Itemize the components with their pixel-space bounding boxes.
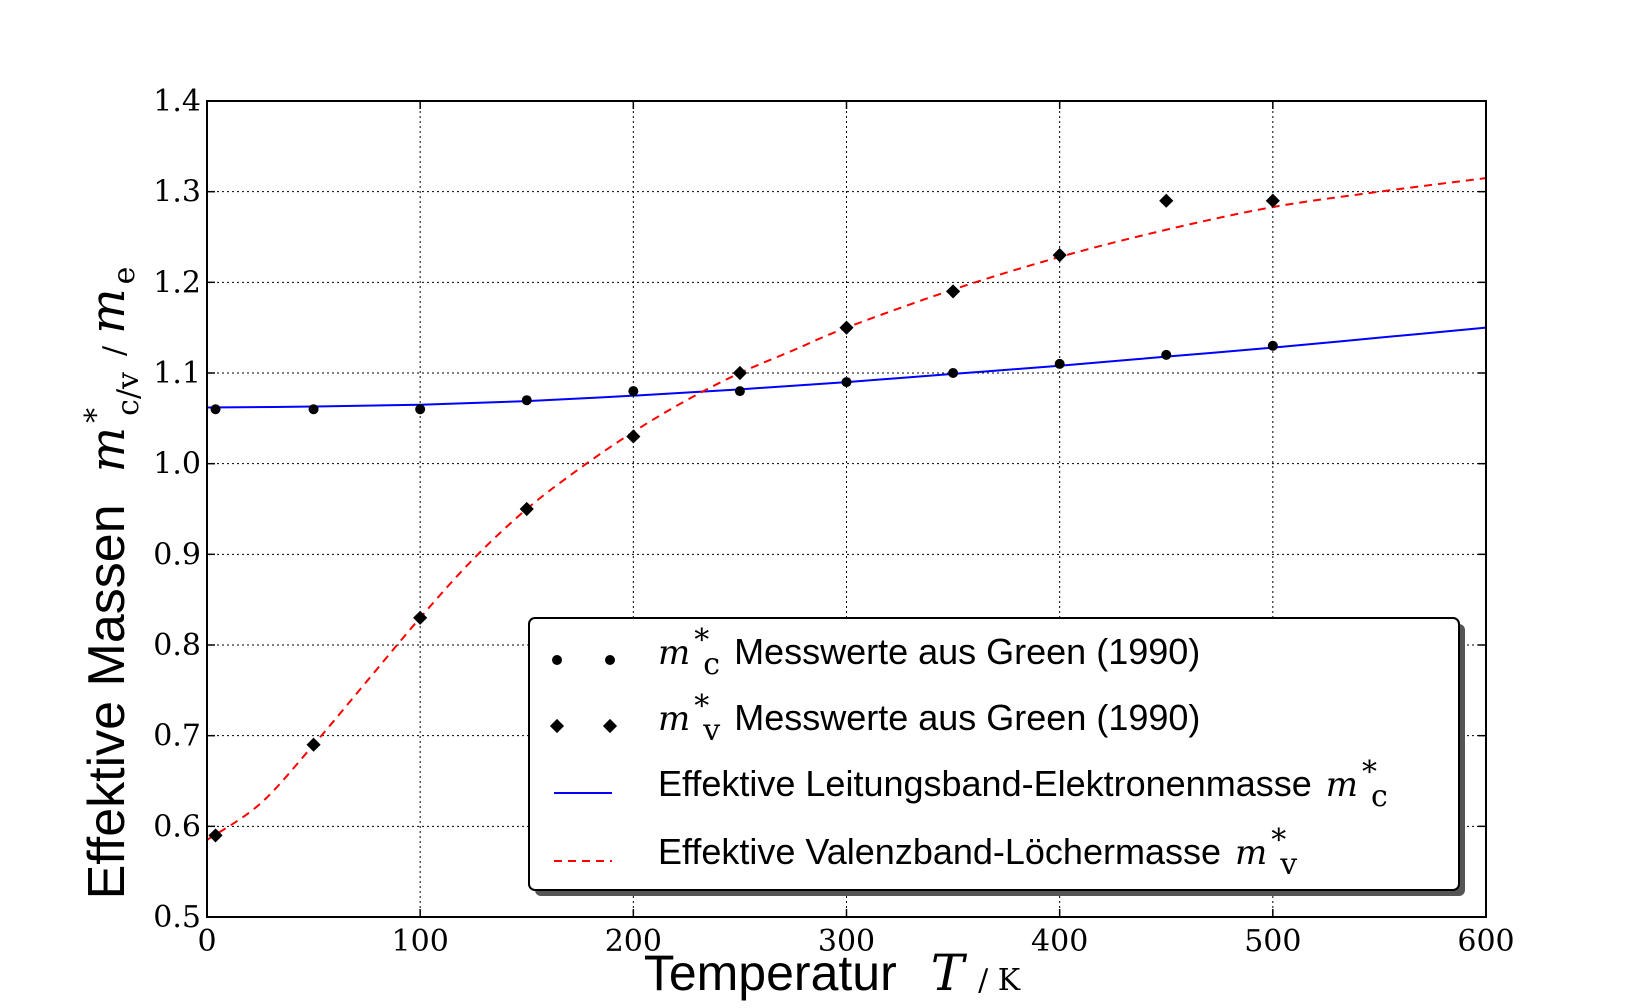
data-point-mv	[208, 828, 223, 843]
x-tick-label: 200	[605, 924, 662, 959]
data-point-mv	[732, 365, 747, 381]
legend-label-mv-line: Effektive Valenzband-Löchermasse m * v	[658, 823, 1297, 882]
x-axis-title: Temperatur T / K	[644, 944, 1021, 1002]
x-tick-label: 0	[197, 924, 216, 959]
legend-marker-diamond	[602, 718, 618, 734]
data-point-mc	[415, 404, 426, 415]
legend-label-mv-points: m * v Messwerte aus Green (1990)	[658, 689, 1200, 748]
y-tick-label: 1.1	[153, 356, 201, 391]
legend-entry-mv-line: Effektive Valenzband-Löchermasse m * v	[554, 823, 1297, 882]
legend-marker-diamond	[549, 718, 565, 734]
legend-label-mc-line: Effektive Leitungsband-Elektronenmasse m…	[658, 755, 1388, 814]
series-line-valence-hole-mass	[206, 177, 1487, 841]
legend-entry-mc-line: Effektive Leitungsband-Elektronenmasse m…	[554, 755, 1388, 814]
x-tick-label: 400	[1031, 924, 1088, 959]
legend-marker-circle	[605, 655, 615, 665]
legend-marker-circle	[552, 655, 562, 665]
plot-series	[206, 177, 1487, 843]
y-tick-label: 1.3	[153, 175, 201, 210]
data-point-mv	[1052, 248, 1067, 263]
x-tick-label: 500	[1244, 924, 1301, 959]
legend: m * c Messwerte aus Green (1990) m * v M…	[528, 617, 1465, 896]
data-point-mc	[210, 404, 221, 415]
y-tick-label: 0.8	[153, 628, 201, 663]
x-tick-label: 100	[392, 924, 449, 959]
data-point-mv	[1159, 193, 1174, 208]
legend-entry-mv-points: m * v Messwerte aus Green (1990)	[549, 689, 1200, 748]
data-point-mc	[1054, 358, 1065, 369]
y-tick-label: 0.9	[153, 537, 201, 572]
y-tick-label: 1.0	[153, 447, 201, 482]
x-tick-label: 300	[818, 924, 875, 959]
y-tick-label: 0.7	[153, 719, 201, 754]
data-point-mv	[626, 429, 641, 444]
y-tick-label: 0.5	[153, 900, 201, 935]
legend-box	[528, 617, 1460, 891]
data-point-mv	[519, 501, 534, 517]
svg-text:Effektive Massen m: Effektive Massen m * c/v / m e	[78, 267, 146, 900]
y-tick-label: 0.6	[153, 809, 201, 844]
data-point-mc	[948, 368, 959, 378]
data-point-mc	[628, 386, 639, 397]
data-point-mv	[1265, 193, 1280, 208]
data-point-mc	[308, 404, 319, 415]
data-point-mv	[839, 320, 854, 335]
data-point-mv	[946, 284, 961, 299]
data-point-mc	[1267, 340, 1278, 351]
data-point-mv	[306, 737, 321, 752]
axis-ticks: 0 100 200 300 400 500 600 0.5 0.6 0.7 0.8 0.9 1.0 1.1…	[153, 84, 1514, 959]
y-tick-label: 1.2	[153, 265, 201, 300]
y-axis-title: Effektive Massen m * c/v / m e	[78, 267, 146, 900]
data-point-mc	[521, 395, 532, 406]
data-point-mc	[1161, 349, 1172, 360]
x-tick-label: 600	[1457, 924, 1514, 959]
data-point-mv	[413, 610, 428, 625]
data-point-mc	[841, 377, 852, 388]
data-point-mc	[734, 386, 745, 397]
legend-entry-mc-points: m * c Messwerte aus Green (1990)	[552, 623, 1200, 682]
y-tick-label: 1.4	[153, 84, 201, 119]
legend-label-mc-points: m * c Messwerte aus Green (1990)	[658, 623, 1200, 682]
